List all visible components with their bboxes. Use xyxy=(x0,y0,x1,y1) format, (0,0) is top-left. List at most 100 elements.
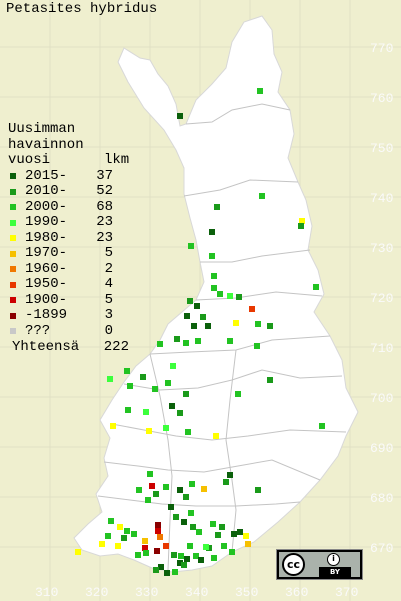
legend-row-count: 23 xyxy=(96,229,113,246)
observation-marker xyxy=(177,560,183,566)
legend-row: 1980- 23 xyxy=(8,229,129,247)
observation-marker xyxy=(173,514,179,520)
legend-total-count: 222 xyxy=(103,339,129,355)
observation-marker xyxy=(245,541,251,547)
observation-marker xyxy=(110,423,116,429)
legend-row: 2015- 37 xyxy=(8,167,129,185)
observation-marker xyxy=(209,229,215,235)
observation-marker xyxy=(136,487,142,493)
observation-marker xyxy=(121,535,127,541)
legend-row-count: 4 xyxy=(104,276,113,292)
observation-marker xyxy=(211,273,217,279)
observation-marker xyxy=(188,510,194,516)
legend-swatch xyxy=(10,312,16,319)
x-axis-label: 330 xyxy=(135,585,159,600)
legend-row: 2010- 52 xyxy=(8,183,129,200)
observation-marker xyxy=(153,491,159,497)
observation-marker xyxy=(196,529,202,535)
observation-marker xyxy=(155,528,161,534)
y-axis-label: 680 xyxy=(370,491,394,506)
legend-row-label: 1900- xyxy=(25,291,68,308)
observation-marker xyxy=(187,543,193,549)
observation-marker xyxy=(157,341,163,347)
observation-marker xyxy=(124,368,130,374)
legend-col-year: vuosi xyxy=(8,152,51,168)
y-axis-label: 690 xyxy=(370,441,394,456)
observation-marker xyxy=(227,338,233,344)
observation-marker xyxy=(177,113,183,119)
legend-row-label: ??? xyxy=(25,322,51,339)
observation-marker xyxy=(215,532,221,538)
observation-marker xyxy=(108,518,114,524)
legend-swatch xyxy=(10,188,16,195)
legend-row-count: 37 xyxy=(96,167,113,184)
observation-marker xyxy=(117,524,123,530)
y-axis-label: 700 xyxy=(370,391,394,406)
observation-marker xyxy=(221,543,227,549)
y-axis-label: 750 xyxy=(370,141,394,156)
observation-marker xyxy=(227,293,233,299)
observation-marker xyxy=(313,284,319,290)
observation-marker xyxy=(189,481,195,487)
legend-row-count: 23 xyxy=(96,214,113,230)
legend-row-label: 2000- xyxy=(25,198,68,215)
legend-swatch xyxy=(10,173,16,180)
observation-marker xyxy=(298,223,304,229)
observation-marker xyxy=(188,243,194,249)
observation-marker xyxy=(237,529,243,535)
legend-row-label: 1960- xyxy=(25,260,68,277)
observation-marker xyxy=(152,386,158,392)
observation-marker xyxy=(299,218,305,224)
legend-swatch xyxy=(10,328,16,335)
observation-marker xyxy=(135,552,141,558)
observation-marker xyxy=(143,550,149,556)
x-axis-label: 350 xyxy=(235,585,259,600)
observation-marker xyxy=(170,363,176,369)
observation-marker xyxy=(131,531,137,537)
observation-marker xyxy=(165,380,171,386)
observation-marker xyxy=(195,338,201,344)
observation-marker xyxy=(142,538,148,544)
x-axis-label: 360 xyxy=(285,585,309,600)
legend-swatch xyxy=(10,281,16,288)
observation-marker xyxy=(154,548,160,554)
legend-row: 1900- 5 xyxy=(8,291,129,309)
observation-marker xyxy=(210,521,216,527)
legend-row-label: 1980- xyxy=(25,229,68,246)
legend-swatch xyxy=(10,250,16,257)
observation-marker xyxy=(236,294,242,300)
observation-marker xyxy=(107,376,113,382)
observation-marker xyxy=(213,433,219,439)
observation-marker xyxy=(267,323,273,329)
observation-marker xyxy=(153,567,159,573)
observation-marker xyxy=(255,487,261,493)
cc-by-license-badge[interactable]: cc i BY xyxy=(276,549,363,580)
observation-marker xyxy=(200,314,206,320)
observation-marker xyxy=(181,519,187,525)
x-axis-label: 310 xyxy=(35,585,59,600)
observation-marker xyxy=(115,543,121,549)
observation-marker xyxy=(169,403,175,409)
observation-marker xyxy=(191,323,197,329)
x-axis-label: 340 xyxy=(185,585,209,600)
observation-marker xyxy=(231,531,237,537)
legend-total: Yhteensä 222 xyxy=(8,339,129,356)
legend-swatch xyxy=(10,204,16,211)
observation-marker xyxy=(163,543,169,549)
observation-marker xyxy=(140,374,146,380)
observation-marker xyxy=(168,504,174,510)
observation-marker xyxy=(181,562,187,568)
map-title: Petasites hybridus xyxy=(6,1,158,17)
legend-row-count: 68 xyxy=(96,198,113,215)
observation-marker xyxy=(163,484,169,490)
observation-marker xyxy=(190,524,196,530)
legend-swatch xyxy=(10,235,16,242)
legend-row-count: 0 xyxy=(104,322,113,339)
y-axis-label: 730 xyxy=(370,241,394,256)
legend-heading-2: havainnon xyxy=(8,136,84,153)
observation-marker xyxy=(178,553,184,559)
observation-marker xyxy=(75,549,81,555)
observation-marker xyxy=(235,391,241,397)
observation-marker xyxy=(203,544,209,550)
observation-marker xyxy=(147,471,153,477)
